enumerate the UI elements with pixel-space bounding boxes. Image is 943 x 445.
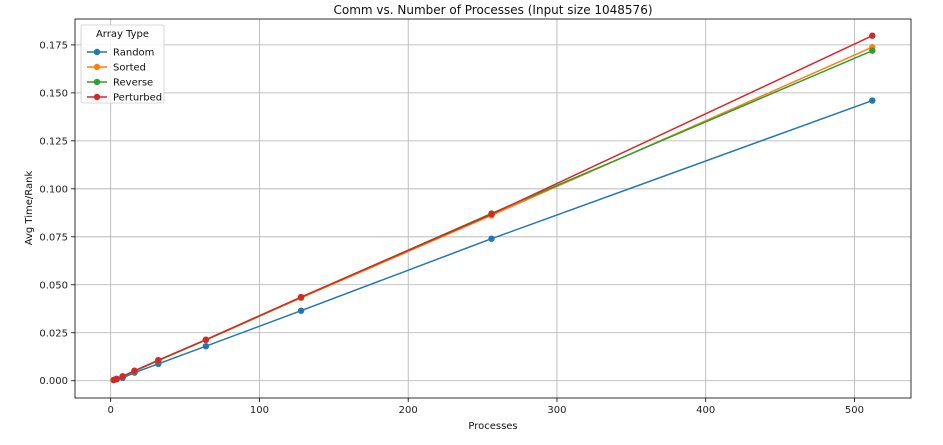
legend-item-sorted: Sorted — [87, 63, 146, 74]
data-point-random — [202, 342, 210, 350]
y-tick-label: 0.000 — [39, 376, 68, 387]
data-point-perturbed — [119, 373, 126, 380]
data-point-random — [488, 235, 495, 242]
data-point-perturbed — [488, 210, 495, 218]
data-point-perturbed — [131, 367, 138, 374]
legend-swatch-marker — [93, 93, 101, 101]
legend-item-random: Random — [87, 48, 154, 59]
x-tick-label: 200 — [399, 405, 418, 416]
legend-title: Array Type — [96, 29, 149, 40]
legend-box — [80, 24, 165, 104]
y-tick-label: 0.150 — [39, 88, 68, 99]
series-perturbed — [110, 32, 876, 384]
data-point-perturbed — [869, 32, 876, 39]
x-axis: 0 100 200 300 400 500 — [108, 398, 864, 416]
y-tick-label: 0.100 — [39, 184, 68, 195]
data-point-reverse — [869, 47, 876, 54]
x-tick-label: 400 — [696, 405, 715, 416]
series-line-perturbed — [113, 35, 873, 381]
legend-label: Random — [113, 48, 154, 59]
x-tick-label: 300 — [547, 405, 566, 416]
legend-swatch-marker — [93, 78, 101, 86]
series-random — [110, 97, 876, 384]
data-point-perturbed — [155, 356, 162, 364]
y-axis: 0.000 0.025 0.050 0.075 0.100 0.125 0.150 0.175 — [39, 40, 75, 387]
legend-item-perturbed: Perturbed — [87, 93, 162, 104]
x-tick-label: 500 — [845, 405, 864, 416]
data-point-perturbed — [202, 336, 210, 343]
data-point-perturbed — [297, 293, 305, 301]
series-layer — [110, 32, 876, 384]
legend-label: Perturbed — [113, 93, 162, 104]
y-axis-label: Avg Time/Rank — [24, 171, 35, 246]
legend-label: Sorted — [113, 63, 146, 74]
legend-swatch-marker — [93, 48, 101, 56]
chart-title: Comm vs. Number of Processes (Input size… — [333, 3, 652, 17]
x-axis-label: Processes — [468, 421, 517, 432]
x-tick-label: 100 — [250, 405, 269, 416]
legend-item-reverse: Reverse — [87, 78, 153, 89]
legend-swatch-marker — [93, 63, 101, 71]
data-point-random — [869, 97, 876, 104]
y-tick-label: 0.175 — [39, 40, 68, 51]
plot-frame — [74, 18, 912, 399]
y-tick-label: 0.125 — [39, 136, 68, 147]
data-point-perturbed — [113, 375, 120, 383]
y-tick-label: 0.025 — [39, 328, 68, 339]
y-tick-label: 0.050 — [39, 280, 68, 291]
y-tick-label: 0.075 — [39, 232, 68, 243]
legend-label: Reverse — [113, 78, 153, 89]
legend: Array Type Random Sorted Reverse Perturbed — [80, 24, 165, 104]
data-point-random — [297, 307, 305, 314]
x-tick-label: 0 — [108, 405, 114, 416]
